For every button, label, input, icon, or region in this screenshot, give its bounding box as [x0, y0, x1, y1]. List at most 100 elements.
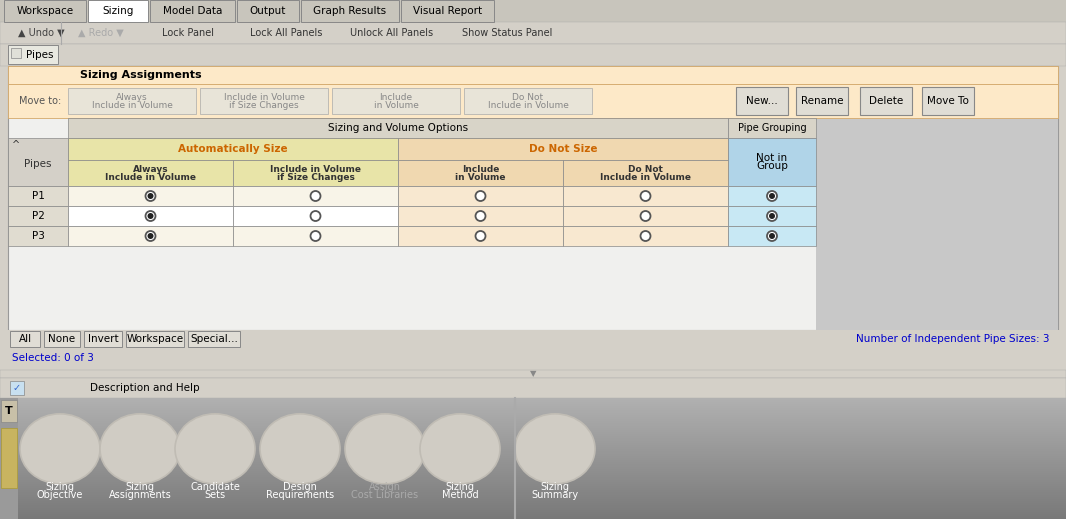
Bar [398, 160, 563, 186]
Bar [233, 206, 398, 226]
Bar [728, 226, 815, 246]
Bar [0, 418, 1066, 419]
Circle shape [475, 231, 485, 241]
Text: Move to:: Move to: [19, 96, 61, 106]
Bar [0, 425, 1066, 426]
Bar [84, 331, 122, 347]
Bar [0, 510, 1066, 511]
Text: P1: P1 [32, 191, 45, 201]
Bar [0, 481, 1066, 482]
Bar [9, 138, 68, 186]
Bar [9, 226, 68, 246]
Text: in Volume: in Volume [373, 101, 419, 110]
Bar [9, 186, 68, 206]
Bar [233, 160, 398, 186]
Bar [0, 442, 1066, 443]
Bar [0, 475, 1066, 476]
Bar [0, 474, 1066, 475]
Bar [332, 88, 461, 114]
Circle shape [641, 231, 650, 241]
Bar [0, 497, 1066, 498]
Bar [0, 489, 1066, 490]
Bar [126, 331, 184, 347]
Bar [0, 444, 1066, 445]
Text: Visual Report: Visual Report [413, 6, 482, 16]
Circle shape [769, 193, 775, 199]
Text: ✓: ✓ [13, 383, 21, 393]
Bar [0, 435, 1066, 436]
Bar [9, 66, 1057, 330]
Bar [0, 451, 1066, 452]
Bar [0, 411, 1066, 412]
Bar [0, 518, 1066, 519]
Bar [233, 226, 398, 246]
Bar [0, 432, 1066, 433]
Circle shape [145, 231, 156, 241]
Circle shape [475, 191, 485, 201]
Text: Requirements: Requirements [265, 490, 334, 500]
Ellipse shape [515, 414, 595, 484]
Bar [0, 443, 1066, 444]
Text: P3: P3 [32, 231, 45, 241]
Bar [68, 118, 728, 138]
Bar [0, 460, 1066, 461]
Bar [0, 438, 1066, 439]
Text: Sizing: Sizing [46, 482, 75, 493]
Bar [815, 118, 1057, 330]
Bar [0, 403, 1066, 404]
Bar [0, 498, 1066, 499]
Text: Include in Volume: Include in Volume [270, 165, 361, 173]
Bar [0, 414, 1066, 415]
Bar [0, 402, 1066, 403]
Bar [188, 331, 240, 347]
Text: Group: Group [756, 161, 788, 171]
Bar [0, 434, 1066, 435]
Text: Number of Independent Pipe Sizes: 3: Number of Independent Pipe Sizes: 3 [856, 334, 1050, 344]
Bar [0, 422, 1066, 423]
Bar [0, 448, 1066, 449]
Bar [1, 428, 17, 488]
Bar [0, 473, 1066, 474]
Bar [0, 436, 1066, 437]
Bar [10, 381, 25, 395]
Circle shape [641, 191, 650, 201]
Bar [0, 398, 18, 519]
Bar [0, 483, 1066, 484]
Bar [0, 0, 1066, 22]
Bar [0, 430, 1066, 431]
Bar [0, 470, 1066, 471]
Bar [68, 160, 233, 186]
Bar [88, 0, 148, 22]
Bar [0, 433, 1066, 434]
Bar [0, 416, 1066, 417]
Text: Method: Method [441, 490, 479, 500]
Text: T: T [5, 406, 13, 416]
Bar [0, 439, 1066, 440]
Bar [0, 514, 1066, 515]
Text: Description and Help: Description and Help [90, 383, 199, 393]
Text: Rename: Rename [801, 96, 843, 106]
Bar [0, 468, 1066, 469]
Text: None: None [48, 334, 76, 344]
Circle shape [769, 213, 775, 219]
Bar [0, 330, 1066, 348]
Text: Sizing: Sizing [540, 482, 569, 493]
Text: Include in Volume: Include in Volume [600, 172, 691, 182]
Text: Always: Always [116, 92, 148, 102]
Bar [563, 160, 728, 186]
Text: Include: Include [462, 165, 499, 173]
Bar [0, 461, 1066, 462]
Ellipse shape [345, 414, 425, 484]
Text: Include in Volume: Include in Volume [92, 101, 173, 110]
Bar [0, 505, 1066, 506]
Circle shape [147, 213, 154, 219]
Bar [0, 471, 1066, 472]
Bar [0, 506, 1066, 507]
Bar [0, 404, 1066, 405]
Bar [68, 226, 233, 246]
Bar [0, 413, 1066, 414]
Text: ^: ^ [12, 140, 20, 150]
Text: Workspace: Workspace [16, 6, 74, 16]
Bar [0, 417, 1066, 418]
Bar [0, 406, 1066, 407]
